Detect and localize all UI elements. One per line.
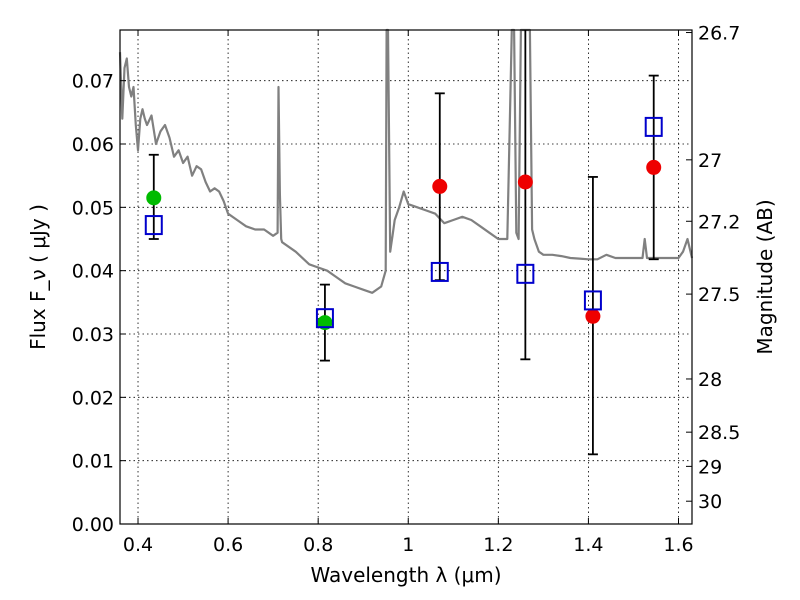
x-tick-label: 1.4 bbox=[573, 534, 603, 556]
observed-point bbox=[432, 178, 448, 194]
right-tick-label: 26.7 bbox=[698, 23, 740, 45]
observed-point bbox=[517, 174, 533, 190]
right-tick-label: 28 bbox=[698, 369, 722, 391]
model-point bbox=[144, 215, 163, 236]
x-tick-label: 0.4 bbox=[123, 534, 153, 556]
y-tick-label: 0.03 bbox=[72, 324, 114, 346]
y-tick-label: 0.07 bbox=[72, 71, 114, 93]
y-axis-label: Flux F_ν ( μJy ) bbox=[26, 204, 50, 350]
model-point bbox=[644, 116, 663, 137]
right-tick-label: 28.5 bbox=[698, 422, 740, 444]
x-tick-label: 1 bbox=[402, 534, 414, 556]
right-tick-label: 27.5 bbox=[698, 284, 740, 306]
y-tick-label: 0.06 bbox=[72, 134, 114, 156]
y-tick-label: 0.05 bbox=[72, 197, 114, 219]
right-tick-label: 29 bbox=[698, 456, 722, 478]
model-point bbox=[430, 261, 449, 282]
model-point bbox=[516, 263, 535, 284]
x-tick-label: 0.6 bbox=[213, 534, 243, 556]
grid bbox=[120, 30, 692, 525]
x-tick-label: 1.2 bbox=[483, 534, 513, 556]
spectrum-line bbox=[118, 28, 694, 294]
observed-point bbox=[646, 159, 662, 175]
model-point bbox=[315, 308, 334, 329]
y-tick-label: 0.02 bbox=[72, 387, 114, 409]
right-tick-label: 27.2 bbox=[698, 211, 740, 233]
y-tick-label: 0.01 bbox=[72, 451, 114, 473]
data-points bbox=[144, 116, 663, 331]
error-bars bbox=[148, 30, 659, 456]
observed-point bbox=[585, 308, 601, 324]
x-axis-label: Wavelength λ (μm) bbox=[310, 563, 501, 587]
model-spectrum bbox=[118, 28, 694, 294]
plot-frame bbox=[119, 29, 693, 525]
axes: 0.4 0.6 0.8 1 1.2 1.4 1.6 0.00 0.01 0.02 0.03 0.04 0… bbox=[72, 23, 741, 556]
y-tick-label: 0.04 bbox=[72, 261, 114, 283]
right-axis-label: Magnitude (AB) bbox=[753, 199, 777, 354]
model-point bbox=[583, 290, 602, 311]
right-tick-label: 27 bbox=[698, 150, 722, 172]
x-tick-label: 0.8 bbox=[303, 534, 333, 556]
x-tick-label: 1.6 bbox=[663, 534, 693, 556]
y-tick-label: 0.00 bbox=[72, 514, 114, 536]
right-tick-label: 30 bbox=[698, 491, 722, 513]
observed-point bbox=[146, 190, 162, 206]
